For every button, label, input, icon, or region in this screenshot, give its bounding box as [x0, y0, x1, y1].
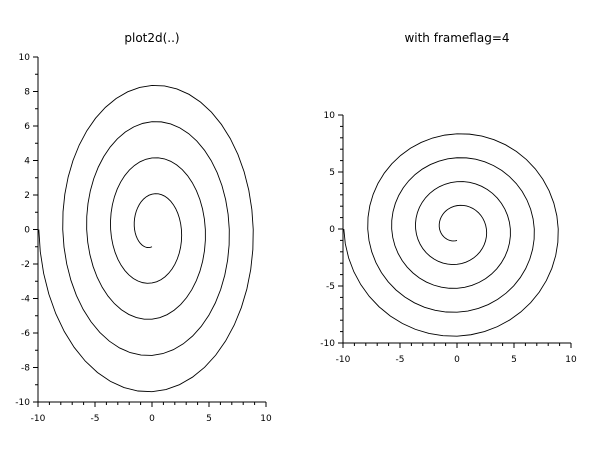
spiral-series-line: [38, 85, 254, 393]
x-tick-label: 5: [206, 414, 212, 424]
y-tick-label: -8: [21, 364, 30, 374]
y-tick-label: -6: [21, 329, 30, 339]
subplot-2: with frameflag=4 -10 -5 0 5 10 -10 -5 0 5 10: [320, 31, 577, 365]
x-tick-label: 10: [565, 355, 577, 365]
y-tick-label: 5: [329, 168, 335, 178]
y-tick-label: 2: [24, 191, 30, 201]
y-tick-label: 0: [24, 226, 30, 236]
chart-title: plot2d(..): [124, 31, 179, 45]
spiral-series-line: [343, 133, 559, 337]
y-tick-label: -4: [21, 295, 30, 305]
subplot-1: plot2d(..) -10 -5 0 5 10 -10 -8 -6 -4 -2 0 2 4 6 8 10: [15, 31, 272, 424]
y-tick-label: 10: [19, 53, 31, 63]
x-tick-label: -10: [31, 414, 46, 424]
x-tick-label: -5: [91, 414, 100, 424]
y-tick-label: 0: [329, 225, 335, 235]
x-tick-label: 10: [260, 414, 272, 424]
x-tick-label: -10: [336, 355, 351, 365]
x-tick-label: 5: [511, 355, 517, 365]
y-tick-label: 8: [24, 88, 30, 98]
y-tick-label: 6: [24, 122, 30, 132]
x-tick-label: 0: [149, 414, 155, 424]
chart-title: with frameflag=4: [404, 31, 509, 45]
y-tick-label: -10: [15, 398, 30, 408]
y-tick-label: 10: [324, 111, 336, 121]
y-tick-label: -5: [326, 282, 335, 292]
y-tick-label: -10: [320, 339, 335, 349]
x-tick-label: 0: [454, 355, 460, 365]
y-tick-label: 4: [24, 157, 30, 167]
x-tick-label: -5: [396, 355, 405, 365]
y-tick-label: -2: [21, 260, 30, 270]
